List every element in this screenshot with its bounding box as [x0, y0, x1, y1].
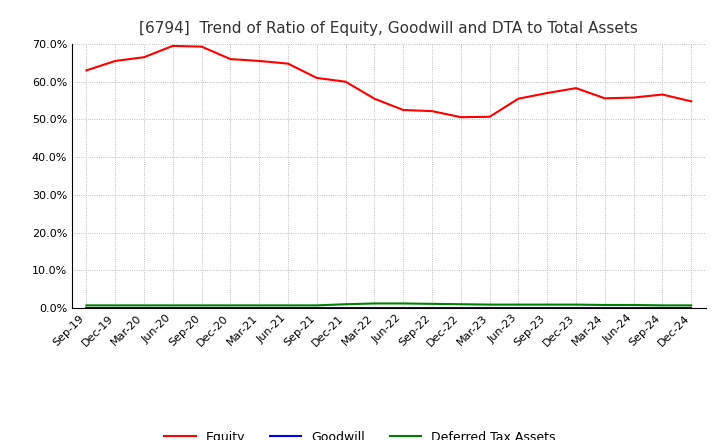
Equity [197, 44, 206, 49]
Equity [82, 68, 91, 73]
Equity [572, 85, 580, 91]
Deferred Tax Assets [312, 303, 321, 308]
Equity [456, 114, 465, 120]
Deferred Tax Assets [197, 303, 206, 308]
Goodwill [543, 305, 552, 311]
Equity [485, 114, 494, 119]
Equity [428, 109, 436, 114]
Deferred Tax Assets [255, 303, 264, 308]
Deferred Tax Assets [82, 303, 91, 308]
Equity [370, 96, 379, 101]
Goodwill [600, 305, 609, 311]
Deferred Tax Assets [226, 303, 235, 308]
Goodwill [226, 305, 235, 311]
Equity [658, 92, 667, 97]
Equity [399, 107, 408, 113]
Deferred Tax Assets [658, 303, 667, 308]
Deferred Tax Assets [687, 303, 696, 308]
Equity [687, 99, 696, 104]
Goodwill [629, 305, 638, 311]
Deferred Tax Assets [341, 301, 350, 307]
Deferred Tax Assets [543, 302, 552, 307]
Line: Deferred Tax Assets: Deferred Tax Assets [86, 304, 691, 305]
Deferred Tax Assets [428, 301, 436, 307]
Goodwill [485, 305, 494, 311]
Goodwill [197, 305, 206, 311]
Goodwill [284, 305, 292, 311]
Deferred Tax Assets [629, 302, 638, 308]
Goodwill [514, 305, 523, 311]
Deferred Tax Assets [600, 302, 609, 308]
Deferred Tax Assets [140, 303, 148, 308]
Goodwill [456, 305, 465, 311]
Deferred Tax Assets [456, 301, 465, 307]
Equity [255, 59, 264, 64]
Deferred Tax Assets [370, 301, 379, 306]
Goodwill [428, 305, 436, 311]
Equity [629, 95, 638, 100]
Goodwill [572, 305, 580, 311]
Legend: Equity, Goodwill, Deferred Tax Assets: Equity, Goodwill, Deferred Tax Assets [159, 426, 561, 440]
Deferred Tax Assets [111, 303, 120, 308]
Goodwill [399, 305, 408, 311]
Title: [6794]  Trend of Ratio of Equity, Goodwill and DTA to Total Assets: [6794] Trend of Ratio of Equity, Goodwil… [140, 21, 638, 36]
Deferred Tax Assets [514, 302, 523, 307]
Equity [140, 55, 148, 60]
Equity [111, 59, 120, 64]
Goodwill [255, 305, 264, 311]
Deferred Tax Assets [284, 303, 292, 308]
Goodwill [312, 305, 321, 311]
Deferred Tax Assets [168, 303, 177, 308]
Equity [284, 61, 292, 66]
Goodwill [82, 305, 91, 311]
Equity [312, 75, 321, 81]
Deferred Tax Assets [485, 302, 494, 307]
Deferred Tax Assets [572, 302, 580, 307]
Goodwill [341, 305, 350, 311]
Equity [514, 96, 523, 101]
Deferred Tax Assets [399, 301, 408, 306]
Goodwill [370, 305, 379, 311]
Equity [543, 90, 552, 95]
Equity [168, 43, 177, 48]
Line: Equity: Equity [86, 46, 691, 117]
Goodwill [168, 305, 177, 311]
Equity [600, 95, 609, 101]
Goodwill [111, 305, 120, 311]
Goodwill [658, 305, 667, 311]
Equity [226, 56, 235, 62]
Equity [341, 79, 350, 84]
Goodwill [140, 305, 148, 311]
Goodwill [687, 305, 696, 311]
